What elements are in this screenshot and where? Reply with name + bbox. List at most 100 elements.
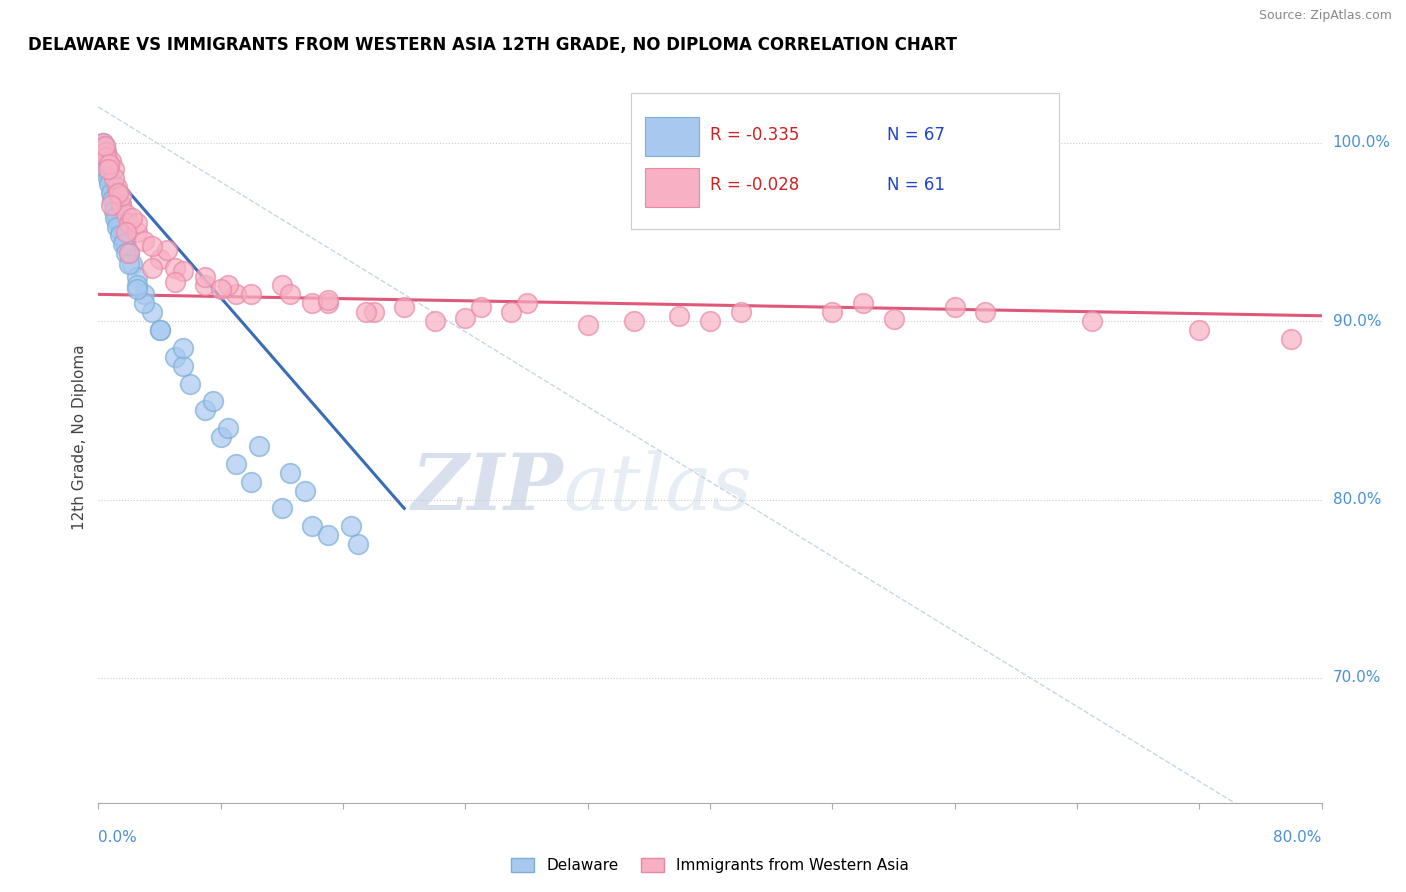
Point [501, 305, 523, 319]
Point [103, 162, 125, 177]
Point [354, 305, 377, 319]
Point [115, 225, 138, 239]
Point [93, 153, 115, 168]
Point [363, 305, 385, 319]
Point [347, 537, 370, 551]
Text: R = -0.335: R = -0.335 [710, 126, 800, 144]
Point [125, 278, 148, 293]
Point [974, 305, 997, 319]
Point [115, 239, 138, 253]
Point [149, 323, 172, 337]
Point [278, 287, 301, 301]
Point [623, 314, 645, 328]
Point [105, 211, 128, 225]
Point [98, 157, 121, 171]
Point [202, 394, 225, 409]
Point [100, 175, 122, 189]
Point [110, 189, 132, 203]
Text: N = 67: N = 67 [887, 126, 945, 144]
Point [179, 376, 201, 391]
Point [392, 300, 416, 314]
Point [94, 145, 117, 159]
Point [98, 177, 121, 191]
Point [163, 275, 186, 289]
Text: ZIP: ZIP [412, 450, 564, 526]
Point [97, 157, 120, 171]
Point [118, 257, 141, 271]
Point [172, 359, 194, 373]
Point [103, 189, 125, 203]
Point [172, 341, 194, 355]
Point [103, 184, 125, 198]
Point [668, 309, 690, 323]
Point [125, 282, 148, 296]
Point [91, 136, 114, 150]
Text: atlas: atlas [564, 450, 752, 526]
Point [883, 312, 905, 326]
Point [730, 305, 752, 319]
Point [301, 519, 323, 533]
Point [225, 457, 247, 471]
Text: Source: ZipAtlas.com: Source: ZipAtlas.com [1258, 9, 1392, 22]
Point [111, 228, 134, 243]
Point [93, 139, 115, 153]
Point [240, 475, 263, 489]
Legend: Delaware, Immigrants from Western Asia: Delaware, Immigrants from Western Asia [505, 852, 915, 880]
Text: 0.0%: 0.0% [98, 830, 138, 845]
Text: 100.0%: 100.0% [1333, 136, 1391, 150]
Point [94, 150, 117, 164]
Point [100, 171, 122, 186]
Point [149, 252, 172, 266]
Point [121, 211, 143, 225]
Point [108, 221, 131, 235]
Point [316, 293, 339, 307]
Point [163, 350, 186, 364]
Text: 80.0%: 80.0% [1333, 492, 1381, 507]
Point [294, 483, 316, 498]
Point [110, 225, 132, 239]
Point [1081, 314, 1104, 328]
Point [105, 180, 128, 194]
Point [125, 225, 148, 239]
Point [93, 139, 115, 153]
Point [316, 528, 339, 542]
Point [98, 168, 121, 182]
Point [301, 296, 323, 310]
Point [278, 466, 301, 480]
Point [107, 186, 129, 200]
Point [454, 310, 477, 325]
Point [111, 237, 134, 252]
Point [94, 145, 117, 159]
Point [1188, 323, 1211, 337]
Point [225, 287, 247, 301]
Point [115, 246, 138, 260]
Point [247, 439, 270, 453]
Point [194, 403, 217, 417]
Point [821, 305, 844, 319]
Point [107, 216, 129, 230]
Point [125, 269, 148, 284]
Point [316, 296, 339, 310]
FancyBboxPatch shape [630, 94, 1059, 228]
Point [270, 278, 294, 293]
Point [101, 180, 124, 194]
Text: DELAWARE VS IMMIGRANTS FROM WESTERN ASIA 12TH GRADE, NO DIPLOMA CORRELATION CHAR: DELAWARE VS IMMIGRANTS FROM WESTERN ASIA… [28, 36, 957, 54]
FancyBboxPatch shape [645, 117, 699, 156]
Y-axis label: 12th Grade, No Diploma: 12th Grade, No Diploma [72, 344, 87, 530]
Point [217, 278, 239, 293]
Point [209, 430, 232, 444]
Point [576, 318, 599, 332]
Point [134, 287, 156, 301]
Text: 70.0%: 70.0% [1333, 671, 1381, 685]
Point [105, 207, 128, 221]
Point [163, 260, 186, 275]
Point [470, 300, 492, 314]
Point [134, 296, 156, 310]
Point [100, 153, 122, 168]
Point [217, 421, 239, 435]
Point [1279, 332, 1302, 346]
Point [104, 211, 127, 225]
Point [134, 234, 156, 248]
Point [141, 305, 163, 319]
Point [100, 198, 122, 212]
